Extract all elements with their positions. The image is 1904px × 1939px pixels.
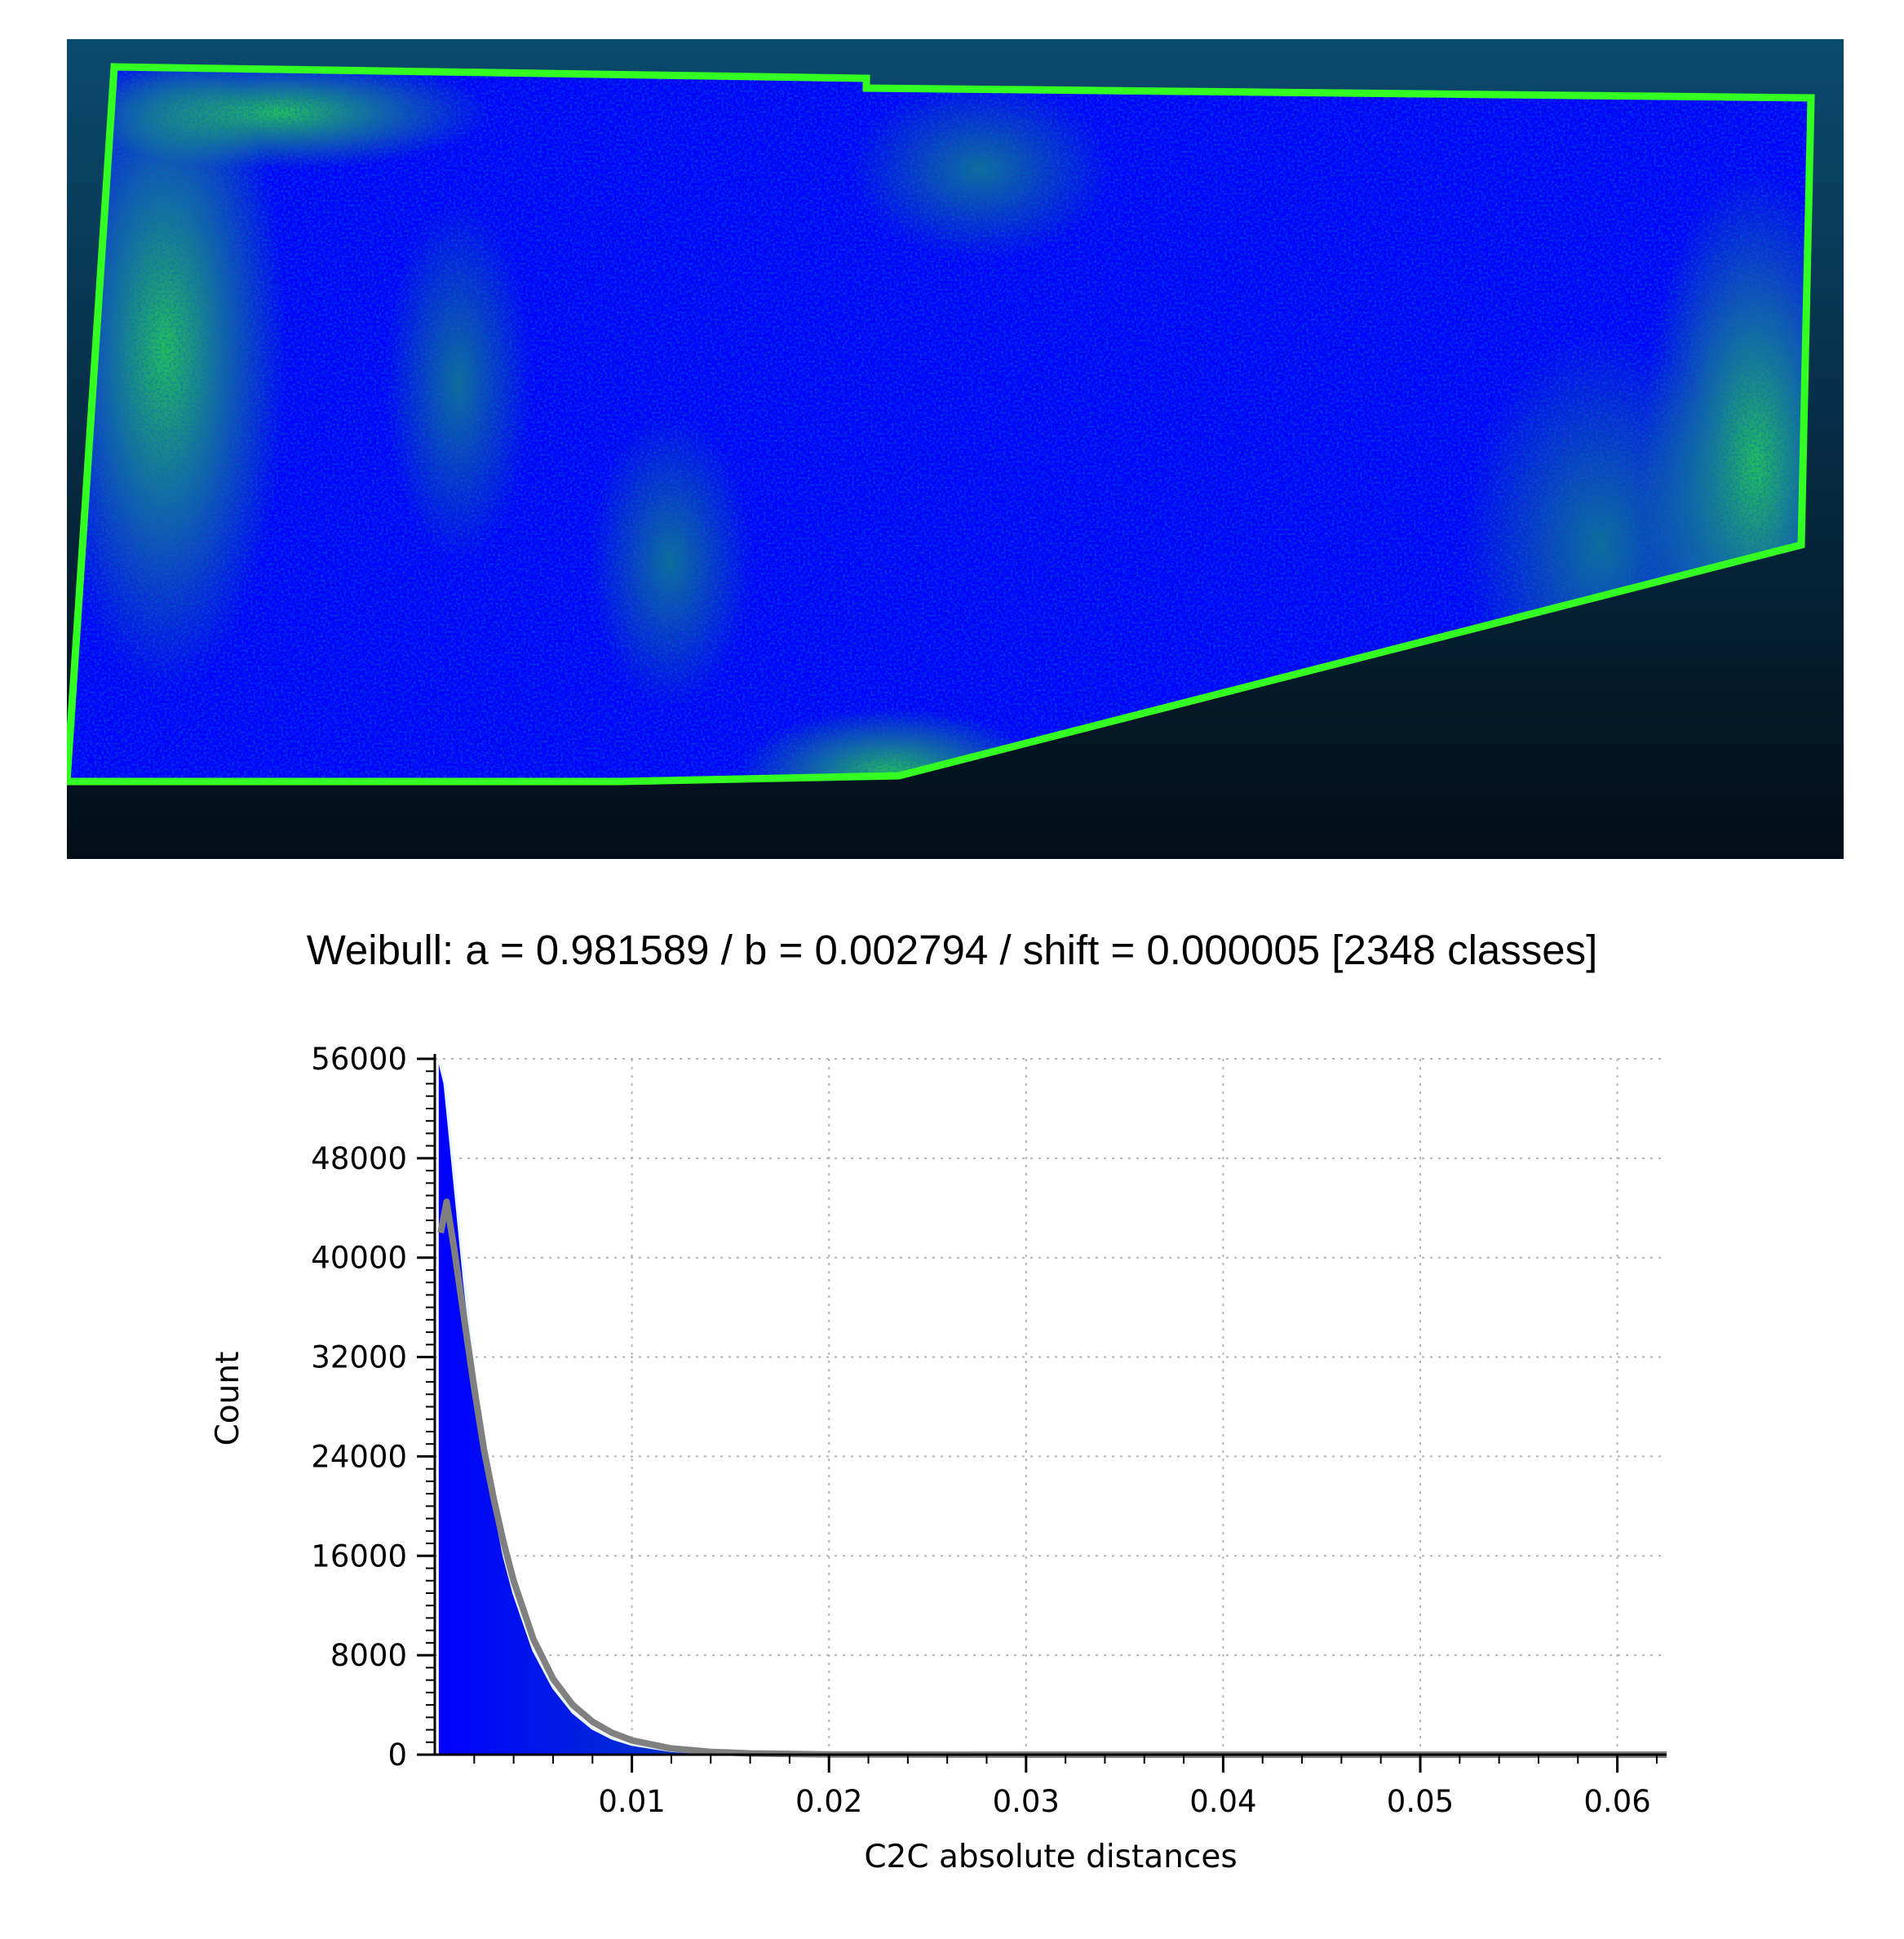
point-cloud-viewport[interactable] [67,39,1844,859]
histogram-area [438,1059,1667,1755]
x-axis-title: C2C absolute distances [864,1839,1237,1875]
histogram-svg: 0 8000 16000 24000 32000 40000 48000 56000 0.01 0… [210,1042,1667,1875]
point-cloud-render [67,39,1844,859]
x-tick-label: 0.01 [598,1784,665,1819]
chart-title: Weibull: a = 0.981589 / b = 0.002794 / s… [306,927,1598,973]
y-tick-label: 8000 [330,1638,407,1673]
axes: 0 8000 16000 24000 32000 40000 48000 56000 0.01 0… [311,1042,1667,1819]
x-tick-label: 0.06 [1583,1784,1650,1819]
histogram-chart: 0 8000 16000 24000 32000 40000 48000 56000 0.01 0… [0,1012,1904,1935]
y-tick-label: 40000 [311,1241,407,1276]
x-tick-label: 0.05 [1387,1784,1454,1819]
y-tick-label: 32000 [311,1340,407,1375]
y-tick-label: 48000 [311,1141,407,1176]
y-axis-title: Count [210,1352,246,1446]
plot-area [437,1058,1667,1758]
y-tick-label: 56000 [311,1042,407,1077]
x-tick-label: 0.02 [795,1784,862,1819]
weibull-fit-curve [437,1198,1667,1758]
y-tick-label: 0 [387,1738,407,1773]
y-tick-label: 16000 [311,1538,407,1574]
histogram-edge [437,1058,1667,1756]
y-tick-label: 24000 [311,1439,407,1474]
x-tick-label: 0.04 [1189,1784,1256,1819]
grid [435,1058,1667,1755]
x-tick-label: 0.03 [993,1784,1060,1819]
